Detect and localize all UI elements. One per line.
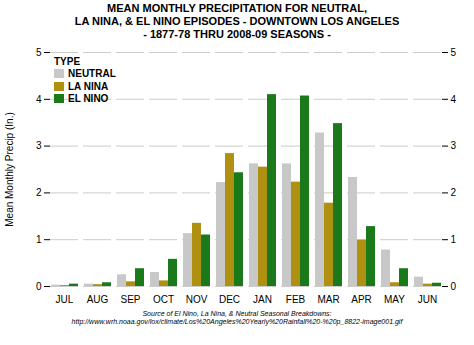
- svg-text:MAY: MAY: [384, 293, 405, 304]
- html-text:- 1877-78 THRU 2008-09 SEASONS: - 1877-78 THRU 2008-09 SEASONS -: [143, 28, 331, 41]
- svg-text:2: 2: [451, 187, 457, 198]
- svg-text:0: 0: [36, 280, 42, 291]
- svg-text:DEC: DEC: [219, 293, 240, 304]
- svg-text:OCT: OCT: [153, 293, 174, 304]
- svg-text:AUG: AUG: [87, 293, 109, 304]
- svg-text:0: 0: [451, 280, 457, 291]
- svg-text:4: 4: [451, 93, 457, 104]
- html-text:MEAN MONTHLY PRECIPITATION FOR: MEAN MONTHLY PRECIPITATION FOR NEUTRAL,: [107, 2, 367, 14]
- svg-text:Mean Monthly Precip (In.): Mean Monthly Precip (In.): [4, 112, 15, 227]
- svg-text:FEB: FEB: [286, 293, 306, 304]
- svg-text:1: 1: [451, 233, 457, 244]
- html-text:EL NINO: EL NINO: [68, 93, 109, 105]
- svg-text:5: 5: [36, 46, 42, 57]
- svg-text:MAR: MAR: [317, 293, 339, 304]
- svg-text:JUN: JUN: [418, 293, 437, 304]
- svg-text:3: 3: [36, 140, 42, 151]
- html-text:NEUTRAL: NEUTRAL: [68, 68, 116, 80]
- svg-text:NOV: NOV: [186, 293, 208, 304]
- svg-text:1: 1: [36, 233, 42, 244]
- svg-text:5: 5: [451, 46, 457, 57]
- html-text:LA NINA: LA NINA: [68, 80, 109, 92]
- html-text:Source of El Nino, La Nina, &: Source of El Nino, La Nina, & Neutral Se…: [142, 309, 332, 317]
- svg-text:SEP: SEP: [120, 293, 140, 304]
- html-text:LA NINA, & EL NINO EPISODES -: LA NINA, & EL NINO EPISODES - DOWNTOWN L…: [74, 15, 400, 28]
- svg-text:JUL: JUL: [56, 293, 74, 304]
- svg-text:JAN: JAN: [253, 293, 272, 304]
- svg-text:APR: APR: [351, 293, 372, 304]
- html-text:http://www.wrh.noaa.gov/lox/cl: http://www.wrh.noaa.gov/lox/climate/Los%…: [71, 318, 403, 325]
- svg-text:2: 2: [36, 187, 42, 198]
- svg-text:4: 4: [36, 93, 42, 104]
- svg-text:3: 3: [451, 140, 457, 151]
- html-text:TYPE: TYPE: [54, 55, 81, 67]
